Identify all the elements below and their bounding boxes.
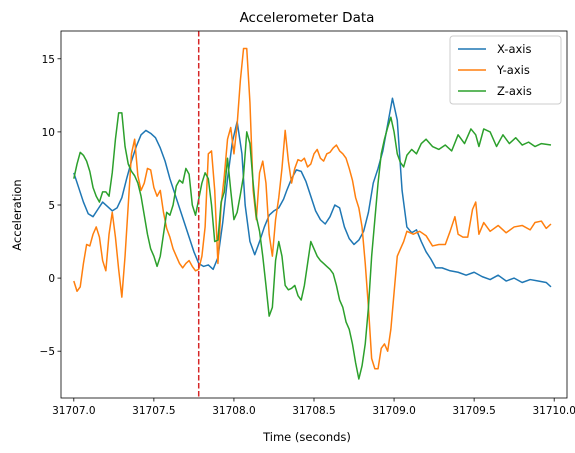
y-tick-label: −5 <box>40 346 55 358</box>
legend-box <box>449 35 562 105</box>
y-tick-label: 10 <box>42 127 55 139</box>
x-tick-label: 31707.0 <box>52 405 95 417</box>
y-tick-label: 5 <box>48 200 55 212</box>
series-layer <box>73 47 552 380</box>
legend-label: Z-axis <box>497 84 532 98</box>
x-tick-label: 31707.5 <box>132 405 175 417</box>
y-tick-label: 15 <box>42 54 55 66</box>
legend-label: Y-axis <box>496 63 530 77</box>
y-tick-label: 0 <box>48 273 55 285</box>
x-tick-label: 31709.5 <box>452 405 495 417</box>
legend: X-axis Y-axis Z-axis <box>449 35 562 105</box>
x-axis-title: Time (seconds) <box>262 430 351 444</box>
x-axis: 31707.0 31707.5 31708.0 31708.5 31709.0 31709… <box>52 398 575 417</box>
x-tick-label: 31710.0 <box>532 405 575 417</box>
y-axis-title: Acceleration <box>10 179 24 250</box>
x-tick-label: 31708.5 <box>292 405 335 417</box>
x-tick-label: 31708.0 <box>212 405 255 417</box>
x-tick-label: 31709.0 <box>372 405 415 417</box>
series-line-y-axis <box>73 47 552 370</box>
series-line-x-axis <box>73 97 552 288</box>
y-axis: −5 0 5 10 15 <box>40 54 61 358</box>
legend-label: X-axis <box>497 42 532 56</box>
series-line-z-axis <box>73 112 552 380</box>
chart-title: Accelerometer Data <box>240 10 375 26</box>
